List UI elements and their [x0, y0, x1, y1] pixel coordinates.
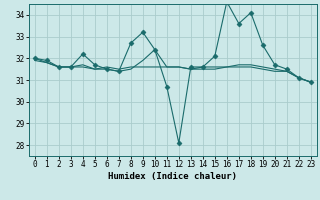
X-axis label: Humidex (Indice chaleur): Humidex (Indice chaleur)	[108, 172, 237, 181]
